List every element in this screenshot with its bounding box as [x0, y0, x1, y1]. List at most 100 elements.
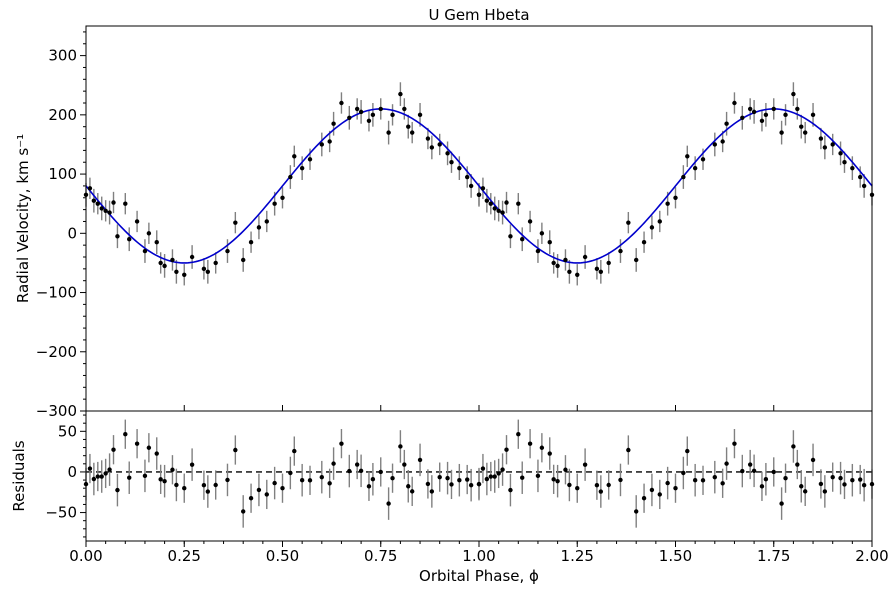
residual-point [496, 471, 501, 476]
residual-point [500, 467, 505, 472]
y-tick-label: −200 [36, 343, 77, 361]
residual-point [205, 489, 211, 494]
rv-point [91, 198, 97, 203]
top-panel-frame [85, 25, 873, 412]
residual-point [87, 466, 93, 471]
residual-point [241, 509, 246, 514]
rv-point [685, 154, 690, 159]
residual-point [575, 485, 580, 491]
residual-point [154, 451, 159, 456]
residual-point [386, 501, 391, 506]
rv-point [248, 239, 254, 245]
residual-point [398, 444, 403, 449]
rv-point [747, 106, 753, 112]
top-ticks [80, 31, 873, 412]
residual-point [264, 492, 269, 497]
rv-point [468, 183, 474, 189]
rv-point [763, 112, 769, 118]
residual-point [618, 477, 623, 483]
y-tick-label: 0 [67, 224, 77, 242]
rv-point [520, 237, 525, 242]
x-tick-label: 1.00 [462, 547, 495, 565]
rv-point [107, 210, 112, 215]
rv-point [280, 195, 285, 200]
residual-points [83, 432, 875, 514]
rv-point [810, 112, 816, 118]
rv-point [634, 257, 639, 263]
rv-point [457, 165, 462, 171]
y-axis-title: Radial Velocity, km s⁻¹ [14, 134, 32, 303]
residual-point [280, 485, 285, 491]
x-tick-label: 1.50 [659, 547, 692, 565]
residual-point [158, 477, 163, 482]
rv-point [598, 269, 604, 275]
rv-point [174, 269, 179, 275]
residual-point [484, 476, 490, 482]
rv-point [657, 219, 662, 224]
rv-point [354, 106, 360, 112]
residual-point [818, 481, 824, 487]
rv-point [838, 151, 843, 156]
rv-point [771, 106, 776, 112]
rv-point [241, 257, 246, 263]
residual-ticks [80, 414, 873, 547]
rv-point [378, 106, 383, 112]
residual-point [685, 448, 690, 454]
residual-panel: −50 0 50 Residuals 0.00 0.25 0.50 0.75 1.00 1.2… [10, 410, 889, 585]
rv-point [692, 165, 698, 171]
rv-point [563, 257, 568, 263]
rv-point [822, 145, 828, 150]
x-tick-label: 0.50 [266, 547, 299, 565]
rv-point [417, 112, 423, 118]
residual-point [331, 461, 336, 466]
rv-point [516, 201, 521, 206]
rv-point [861, 183, 867, 189]
rv-point [402, 106, 407, 112]
residual-point [535, 473, 541, 479]
rv-point [213, 260, 218, 266]
x-axis-title: Orbital Phase, ϕ [419, 567, 539, 585]
rv-point [292, 154, 297, 159]
residual-point [492, 474, 497, 479]
residual-point [861, 482, 867, 488]
residual-point [406, 484, 411, 489]
residual-point [134, 441, 140, 446]
residual-point [292, 448, 297, 454]
residual-tick-label: 50 [58, 422, 77, 440]
residual-point [225, 477, 230, 483]
rv-point [358, 109, 364, 115]
top-y-tick-labels: −300 −200 −100 0 100 200 300 [36, 47, 77, 420]
rv-point [158, 260, 163, 266]
residual-point [641, 496, 647, 501]
rv-point [288, 174, 293, 180]
rv-point [480, 186, 486, 191]
rv-point [740, 115, 745, 121]
residual-point [233, 447, 238, 453]
residual-point [732, 441, 737, 446]
residual-point [626, 447, 631, 453]
rv-point [390, 112, 395, 118]
residual-point [665, 480, 670, 486]
rv-point [500, 210, 505, 215]
residual-point [563, 467, 568, 472]
rv-point [406, 124, 411, 129]
residual-point [445, 475, 450, 481]
rv-point [508, 234, 513, 239]
rv-point [712, 142, 717, 147]
residual-point [256, 487, 262, 493]
residual-point [107, 467, 112, 472]
chart-title: U Gem Hbeta [428, 6, 529, 24]
residual-point [795, 462, 800, 467]
rv-point [347, 115, 352, 121]
rv-point [134, 219, 140, 224]
residual-point [858, 477, 863, 482]
residual-point [547, 451, 552, 456]
residual-point [520, 475, 525, 480]
rv-point [189, 254, 195, 260]
rv-point [575, 272, 580, 277]
residual-y-tick-labels: −50 0 50 [45, 422, 77, 521]
x-tick-label: 0.00 [69, 547, 102, 565]
rv-point [496, 208, 501, 213]
rv-point [103, 208, 108, 213]
